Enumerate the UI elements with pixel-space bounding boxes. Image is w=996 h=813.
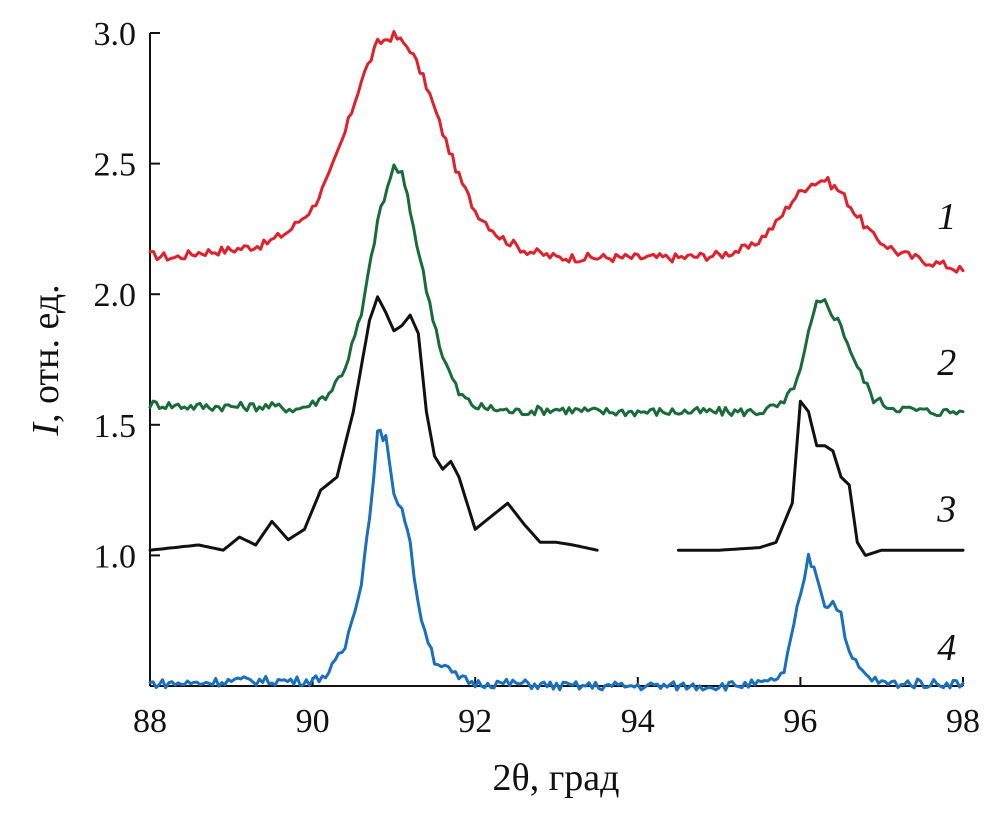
y-tick-label: 2.5: [94, 147, 137, 184]
axes: [149, 33, 963, 687]
x-tick-label: 92: [458, 703, 492, 740]
x-tick-label: 98: [946, 703, 980, 740]
curve-label-3: 3: [936, 488, 956, 530]
y-axis-title-units: , отн. ед.: [25, 284, 67, 423]
series-3-line: [148, 295, 599, 552]
y-tick-label: 1.5: [94, 408, 137, 445]
y-ticks: 1.0 1.5 2.0 2.5 3.0: [94, 16, 160, 575]
x-tick-label: 94: [621, 703, 655, 740]
series-1-line: [148, 30, 965, 274]
series-4-line: [148, 428, 965, 692]
y-tick-label: 2.0: [94, 277, 137, 314]
curve-label-4: 4: [937, 627, 956, 669]
series-2-line: [148, 163, 965, 418]
x-tick-label: 90: [296, 703, 330, 740]
curve-label-2: 2: [937, 342, 956, 384]
y-tick-label: 3.0: [94, 16, 137, 53]
x-tick-label: 96: [783, 703, 817, 740]
series-group: [148, 30, 965, 692]
y-axis-title: I, отн. ед.: [25, 284, 67, 436]
y-axis-title-symbol: I: [25, 421, 67, 437]
curve-label-1: 1: [937, 196, 956, 238]
x-ticks: 88 90 92 94 96 98: [133, 677, 980, 740]
x-tick-label: 88: [133, 703, 167, 740]
x-axis-title: 2θ, град: [493, 757, 620, 799]
curve-labels: 1 2 3 4: [936, 196, 956, 669]
y-tick-label: 1.0: [94, 538, 137, 575]
series-3-line: [677, 399, 965, 557]
